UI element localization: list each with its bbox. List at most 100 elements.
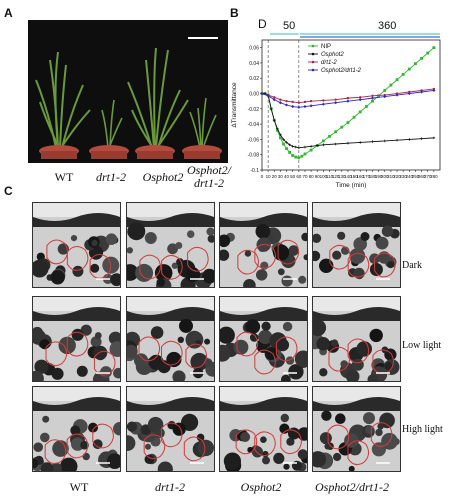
micrograph-r1-c0: [32, 296, 121, 382]
data-point-1: [383, 139, 387, 143]
plant-photo: [28, 20, 228, 163]
micrograph-r1-c3: [312, 296, 401, 382]
y-axis-label: ΔTransmittance: [231, 82, 238, 128]
data-point-2: [346, 96, 350, 100]
data-point-0: [340, 125, 344, 129]
col-label-osphot2-drt1-2: Osphot2/drt1-2: [314, 480, 389, 494]
data-point-2: [303, 100, 307, 104]
data-point-0: [358, 110, 362, 114]
chart-panel-letter: D: [258, 17, 267, 31]
chart-plot-area: [261, 39, 441, 171]
x-tick-label: 30: [278, 174, 284, 179]
x-tick-label: 0: [261, 174, 264, 179]
x-tick-label: 90: [315, 174, 321, 179]
data-point-1: [432, 136, 436, 140]
plant-label-osphot2: Osphot2: [142, 170, 184, 184]
data-point-0: [288, 151, 292, 154]
plant-label-osphot2-drt1-2: Osphot2/ drt1-2: [186, 163, 231, 190]
data-point-1: [358, 141, 362, 144]
legend-marker-3: [311, 68, 315, 72]
micrograph-r1-c1: [126, 296, 215, 382]
x-tick-label: 70: [302, 174, 308, 179]
col-label-wt: WT: [69, 480, 89, 494]
legend-marker-1: [311, 52, 315, 56]
micrograph-r0-c0: [32, 202, 121, 288]
data-point-0: [300, 154, 304, 158]
data-point-0: [282, 142, 285, 146]
data-point-2: [291, 100, 294, 104]
y-tick-label: 0.00: [249, 92, 259, 98]
micrograph-r0-c2: [219, 202, 308, 288]
data-point-1: [420, 137, 423, 140]
x-tick-label: 210: [387, 174, 395, 179]
plant-drt1-2: [101, 99, 123, 149]
x-tick-label: 50: [290, 174, 296, 179]
top-label-360: 360: [378, 20, 396, 32]
row-label-high-light: High light: [402, 424, 443, 435]
top-label-50: 50: [283, 20, 295, 32]
data-point-1: [315, 144, 319, 147]
pots: [39, 145, 222, 159]
data-point-2: [279, 98, 282, 101]
series-line-1: [262, 93, 434, 149]
panel-label-c: C: [4, 184, 13, 198]
data-point-2: [359, 96, 362, 99]
x-tick-label: 40: [284, 174, 290, 179]
x-tick-label: 170: [363, 174, 371, 179]
data-point-0: [279, 136, 282, 140]
legend-marker-2: [311, 60, 315, 64]
plant-double: [189, 97, 217, 149]
data-point-0: [426, 51, 430, 55]
data-point-0: [275, 128, 279, 132]
legend-marker-0: [311, 44, 315, 48]
plant-osphot2: [127, 47, 189, 149]
data-point-1: [371, 140, 374, 144]
plant-label-wt: WT: [54, 170, 74, 184]
data-point-3: [272, 98, 276, 102]
x-tick-label: 130: [338, 174, 346, 179]
data-point-3: [278, 101, 282, 105]
x-tick-label: 230: [399, 174, 407, 179]
data-point-0: [334, 130, 338, 134]
y-tick-label: -0.06: [248, 137, 260, 143]
data-point-1: [346, 141, 350, 145]
x-tick-label: 110: [326, 174, 334, 179]
data-point-3: [303, 104, 307, 109]
micrograph-r2-c3: [312, 386, 401, 472]
data-point-0: [407, 67, 411, 71]
data-point-1: [322, 143, 325, 147]
data-point-1: [408, 138, 411, 141]
row-label-low-light: Low light: [402, 340, 442, 351]
data-point-0: [364, 105, 368, 108]
y-tick-label: -0.02: [248, 107, 260, 113]
data-point-2: [273, 96, 276, 99]
data-point-1: [288, 143, 291, 147]
row-label-dark: Dark: [402, 260, 422, 271]
y-tick-label: 0.06: [249, 46, 259, 52]
data-point-0: [389, 83, 393, 87]
plant-label-drt1-2: drt1-2: [96, 170, 126, 184]
data-point-0: [401, 73, 405, 76]
data-point-0: [352, 115, 356, 119]
micrograph-r2-c2: [219, 386, 308, 472]
y-tick-label: -0.04: [248, 122, 260, 128]
transmittance-chart: D 50 360 0.06 0.04 0.02 0.00 -0.02 -0.04 -0.06 -0.…: [231, 17, 441, 189]
data-point-0: [432, 46, 436, 50]
x-tick-label: 260: [418, 174, 426, 179]
data-point-2: [309, 99, 313, 103]
x-tick-label: 220: [393, 174, 401, 179]
x-tick-label: 20: [272, 174, 278, 179]
data-point-1: [279, 133, 282, 137]
data-point-0: [346, 121, 350, 124]
data-point-1: [297, 146, 301, 150]
data-point-0: [395, 78, 399, 82]
data-point-1: [334, 142, 337, 146]
micrograph-r0-c1: [126, 202, 215, 288]
col-label-osphot2: Osphot2: [240, 480, 282, 494]
legend-label-1: Osphot2: [321, 52, 344, 58]
y-tick-label: -0.1: [250, 168, 259, 174]
y-tick-label: 0.04: [249, 61, 259, 67]
data-point-0: [328, 134, 331, 138]
x-tick-label: 250: [412, 174, 420, 179]
data-point-1: [285, 141, 288, 144]
